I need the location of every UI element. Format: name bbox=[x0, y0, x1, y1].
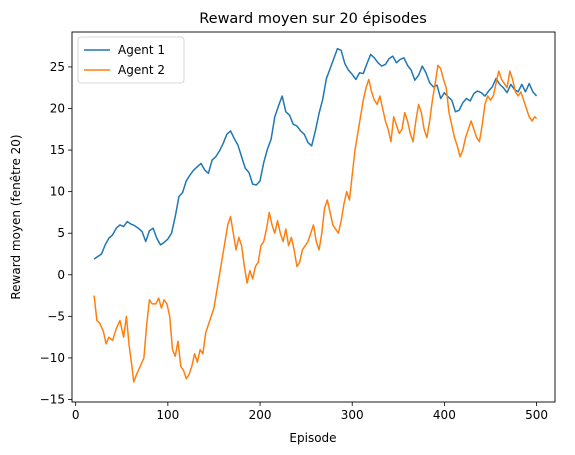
chart-title: Reward moyen sur 20 épisodes bbox=[199, 11, 427, 27]
y-tick-label: 25 bbox=[50, 60, 65, 74]
y-tick-label: −10 bbox=[40, 351, 65, 365]
x-tick-label: 100 bbox=[156, 408, 179, 422]
x-tick-label: 200 bbox=[249, 408, 272, 422]
y-tick-label: 0 bbox=[57, 268, 65, 282]
y-axis-label: Reward moyen (fenêtre 20) bbox=[9, 134, 23, 299]
y-tick-label: 5 bbox=[57, 226, 65, 240]
x-axis: 0 100 200 300 400 500 bbox=[72, 402, 548, 422]
y-tick-label: 20 bbox=[50, 101, 65, 115]
series-line-agent-2 bbox=[93, 64, 538, 383]
y-tick-label: 15 bbox=[50, 143, 65, 157]
y-tick-label: −5 bbox=[47, 309, 65, 323]
y-tick-label: −15 bbox=[40, 393, 65, 407]
x-axis-label: Episode bbox=[289, 431, 336, 445]
legend: Agent 1 Agent 2 bbox=[77, 36, 185, 84]
legend-label-agent-2: Agent 2 bbox=[118, 63, 165, 77]
legend-label-agent-1: Agent 1 bbox=[118, 43, 165, 57]
x-tick-label: 0 bbox=[72, 408, 80, 422]
x-tick-label: 500 bbox=[525, 408, 548, 422]
x-tick-label: 400 bbox=[433, 408, 456, 422]
plot-frame bbox=[71, 31, 556, 403]
legend-box bbox=[77, 36, 185, 84]
series-line-agent-1 bbox=[93, 47, 538, 260]
series-layer bbox=[93, 47, 538, 383]
y-axis: −15 −10 −5 0 5 10 15 20 25 bbox=[40, 60, 72, 407]
y-tick-label: 10 bbox=[50, 185, 65, 199]
x-tick-label: 300 bbox=[341, 408, 364, 422]
